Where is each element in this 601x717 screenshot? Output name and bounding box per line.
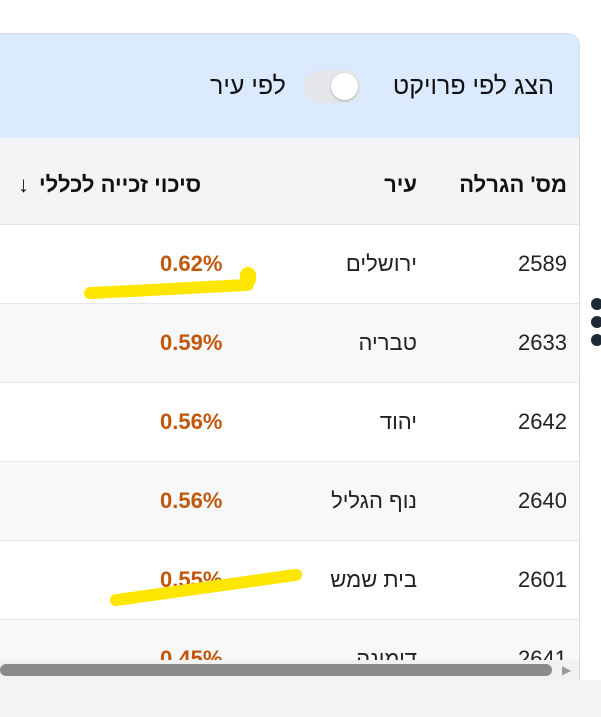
win-chance-cell: 0.56% bbox=[160, 409, 223, 434]
table-header: מס' הגרלה עיר ↓ סיכוי זכייה לכללי bbox=[0, 138, 579, 225]
view-toolbar: הצג לפי פרויקט לפי עיר bbox=[0, 34, 579, 139]
lottery-number-cell: 2589 bbox=[518, 251, 567, 276]
city-cell: בית שמש bbox=[330, 567, 417, 592]
lottery-number-cell: 2642 bbox=[518, 409, 567, 434]
view-mode-toggle[interactable] bbox=[303, 70, 361, 103]
lottery-number-cell: 2640 bbox=[518, 488, 567, 513]
scrollbar-thumb[interactable] bbox=[0, 664, 552, 676]
table-row[interactable]: 2589 ירושלים 0.62% bbox=[0, 225, 579, 304]
win-chance-cell: 0.62% bbox=[160, 251, 223, 276]
highlight-stroke bbox=[240, 267, 256, 287]
column-header-win-chance[interactable]: ↓ סיכוי זכייה לכללי bbox=[18, 172, 201, 198]
scroll-right-arrow-icon[interactable]: ▶ bbox=[562, 663, 572, 677]
horizontal-scrollbar[interactable]: ▶ bbox=[0, 660, 579, 680]
column-header-lottery-number[interactable]: מס' הגרלה bbox=[459, 172, 567, 197]
toggle-label-city: לפי עיר bbox=[210, 72, 286, 100]
city-cell: יהוד bbox=[379, 409, 417, 434]
toggle-label-project: הצג לפי פרויקט bbox=[392, 72, 554, 100]
win-chance-cell: 0.59% bbox=[160, 330, 223, 355]
win-chance-cell: 0.56% bbox=[160, 488, 223, 513]
city-cell: ירושלים bbox=[345, 251, 417, 276]
city-cell: טבריה bbox=[358, 330, 418, 355]
table-row[interactable]: 2640 נוף הגליל 0.56% bbox=[0, 462, 579, 541]
lottery-table-card: הצג לפי פרויקט לפי עיר מס' הגרלה עיר ↓ סי… bbox=[0, 33, 580, 681]
lottery-number-cell: 2601 bbox=[518, 567, 567, 592]
column-header-win-chance-label: סיכוי זכייה לכללי bbox=[39, 172, 202, 197]
column-header-city[interactable]: עיר bbox=[384, 172, 417, 197]
toggle-knob bbox=[331, 73, 358, 100]
table-row[interactable]: 2633 טבריה 0.59% bbox=[0, 304, 579, 383]
sort-down-icon[interactable]: ↓ bbox=[18, 172, 29, 197]
page-footer-area bbox=[0, 680, 601, 717]
table-row[interactable]: 2642 יהוד 0.56% bbox=[0, 383, 579, 462]
lottery-number-cell: 2633 bbox=[518, 330, 567, 355]
city-cell: נוף הגליל bbox=[331, 488, 417, 513]
